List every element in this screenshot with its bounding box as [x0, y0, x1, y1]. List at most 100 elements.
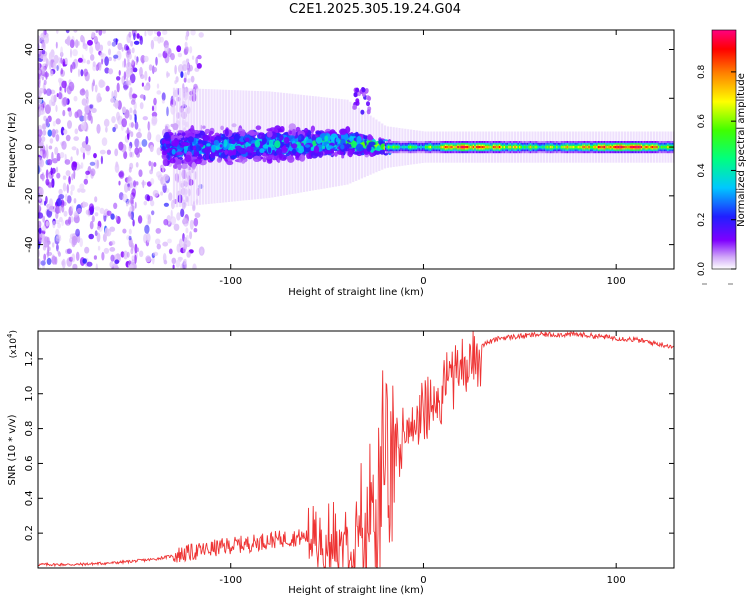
noise-speckle: [128, 263, 134, 269]
noise-speckle: [180, 208, 185, 218]
noise-speckle: [193, 83, 198, 91]
noise-speckle: [85, 170, 90, 175]
noise-speckle: [163, 202, 169, 207]
noise-speckle: [128, 235, 132, 241]
signal-band: [477, 146, 479, 149]
signal-blob: [364, 88, 369, 93]
noise-speckle: [82, 202, 89, 207]
signal-band: [505, 146, 507, 149]
noise-speckle: [97, 245, 101, 251]
noise-speckle: [192, 203, 196, 212]
noise-speckle: [175, 259, 181, 268]
noise-speckle: [81, 98, 87, 106]
noise-speckle: [91, 82, 94, 92]
signal-band: [543, 146, 546, 149]
noise-speckle: [128, 48, 132, 55]
signal-band: [529, 146, 532, 149]
noise-speckle: [143, 55, 149, 63]
noise-speckle: [42, 30, 46, 38]
signal-band: [614, 146, 616, 149]
signal-blob: [225, 128, 229, 137]
noise-speckle: [99, 149, 106, 155]
noise-speckle: [84, 246, 90, 254]
noise-speckle: [191, 55, 195, 60]
signal-band: [560, 146, 563, 149]
noise-speckle: [150, 39, 155, 50]
signal-blob: [227, 155, 231, 162]
noise-speckle: [162, 241, 169, 247]
noise-speckle: [192, 263, 197, 269]
signal-blob: [366, 101, 370, 107]
noise-speckle: [128, 53, 132, 60]
snr-y-ticks: 0.2 0.4 0.6 0.8 1.0 1.2: [24, 351, 674, 541]
signal-band: [617, 146, 620, 149]
noise-speckle: [89, 161, 96, 166]
signal-blob: [315, 137, 323, 144]
noise-speckle: [73, 198, 77, 204]
noise-speckle: [42, 225, 47, 232]
noise-speckle: [133, 32, 136, 41]
signal-blob: [171, 139, 180, 147]
noise-speckle: [113, 89, 118, 100]
noise-speckle: [99, 44, 104, 52]
noise-speckle: [92, 64, 97, 72]
signal-blob: [261, 133, 266, 139]
noise-speckle: [196, 63, 202, 69]
noise-speckle: [132, 219, 135, 227]
signal-blob: [181, 132, 186, 137]
signal-blob: [339, 128, 347, 135]
noise-speckle: [45, 70, 48, 80]
noise-speckle: [187, 78, 191, 83]
noise-speckle: [157, 53, 162, 58]
noise-speckle: [141, 139, 148, 147]
signal-band: [408, 146, 410, 149]
signal-band: [471, 146, 473, 149]
signal-blob: [244, 137, 250, 142]
noise-speckle: [60, 68, 63, 75]
noise-speckle: [134, 254, 137, 264]
signal-band: [519, 146, 521, 149]
noise-speckle: [138, 128, 141, 133]
signal-band: [445, 146, 447, 149]
noise-speckle: [38, 50, 42, 57]
signal-band: [483, 146, 485, 149]
signal-band: [602, 146, 604, 149]
noise-speckle: [96, 93, 101, 103]
noise-speckle: [118, 180, 121, 186]
noise-speckle: [137, 215, 143, 224]
noise-speckle: [52, 158, 58, 164]
spectrogram-heatmap: [38, 30, 674, 269]
noise-speckle: [130, 40, 134, 47]
signal-blob: [189, 156, 198, 160]
noise-speckle: [149, 144, 154, 153]
noise-speckle: [141, 82, 144, 87]
noise-speckle: [189, 231, 193, 240]
noise-speckle: [77, 188, 81, 193]
noise-speckle: [73, 30, 78, 33]
noise-speckle: [176, 243, 181, 253]
noise-speckle: [114, 148, 119, 157]
noise-speckle: [66, 195, 72, 204]
noise-speckle: [61, 260, 65, 266]
noise-speckle: [56, 30, 59, 34]
signal-blob: [275, 148, 283, 155]
noise-speckle: [143, 200, 148, 206]
noise-speckle: [126, 56, 130, 63]
noise-speckle: [53, 54, 59, 64]
noise-speckle: [45, 195, 48, 204]
signal-band: [539, 146, 541, 149]
signal-band: [630, 146, 632, 149]
noise-speckle: [61, 140, 67, 150]
noise-speckle: [61, 80, 67, 89]
signal-band: [460, 146, 462, 149]
signal-blob: [280, 146, 288, 154]
noise-speckle: [94, 84, 98, 93]
signal-blob: [355, 87, 360, 93]
noise-speckle: [86, 114, 92, 121]
noise-speckle: [190, 30, 196, 36]
noise-speckle: [106, 210, 112, 216]
noise-speckle: [66, 85, 72, 95]
signal-band: [591, 146, 593, 149]
noise-speckle: [105, 85, 110, 92]
signal-band: [432, 146, 435, 149]
